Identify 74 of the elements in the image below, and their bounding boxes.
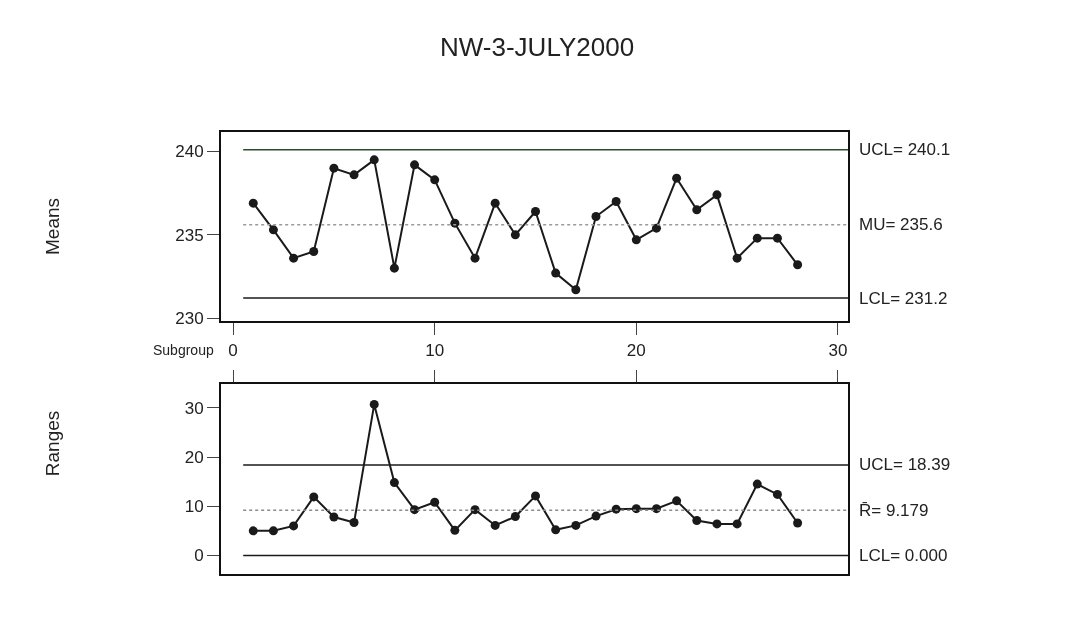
point [268,526,278,536]
point [410,160,420,170]
point [611,504,621,514]
y-tick-label: 20 [184,447,204,467]
point [752,479,762,489]
point [450,525,460,535]
x-axis-title: Subgroup [153,342,214,358]
chart-title: NW-3-JULY2000 [440,32,635,62]
point [551,268,561,278]
point [248,198,258,208]
point [369,399,379,409]
x-tick-label: 30 [828,340,848,360]
point [329,163,339,173]
point [531,206,541,216]
point [732,253,742,263]
ref-line-label: LCL= 231.2 [859,289,948,308]
point [248,526,258,536]
point [591,511,601,521]
point [692,205,702,215]
point [430,497,440,507]
point [793,260,803,270]
ref-line-label: LCL= 0.000 [859,546,948,565]
point [772,489,782,499]
point [732,519,742,529]
y-tick-label: 240 [175,142,204,162]
point [510,512,520,522]
point [591,211,601,221]
x-tick-label: 0 [228,340,238,360]
y-tick-label: 235 [175,225,204,245]
ref-line-label: UCL= 18.39 [859,455,951,474]
point [430,175,440,185]
point [410,505,420,515]
point [772,233,782,243]
point [571,285,581,295]
y-tick-label: 0 [194,546,204,566]
x-tick-label: 20 [626,340,646,360]
point [369,155,379,165]
point [692,516,702,525]
point [389,478,399,488]
point [309,246,319,256]
point [389,263,399,273]
point [289,521,299,531]
point [309,492,319,502]
point [349,170,359,180]
point [490,198,500,208]
y-axis-title: Ranges [41,410,63,477]
point [470,253,480,263]
y-tick-label: 10 [184,497,204,517]
point [752,233,762,243]
x-tick-label: 10 [425,340,445,360]
point [490,520,500,530]
point [672,173,682,183]
point [631,235,641,245]
point [651,504,661,514]
point [712,190,722,200]
point [793,518,803,528]
point [551,525,561,535]
point [510,230,520,240]
ref-line-label: R̄= 9.179 [859,501,929,520]
y-axis-title: Means [42,197,64,255]
point [329,512,339,522]
point [571,520,581,530]
point [611,197,621,206]
point [349,517,359,527]
point [289,253,299,263]
y-tick-label: 230 [175,309,204,329]
ref-line-label: MU= 235.6 [859,215,943,234]
point [672,496,682,506]
ref-line-label: UCL= 240.1 [859,140,951,159]
point [531,491,541,501]
y-tick-label: 30 [184,398,204,418]
point [631,504,641,514]
point [268,225,278,235]
point [712,519,722,529]
